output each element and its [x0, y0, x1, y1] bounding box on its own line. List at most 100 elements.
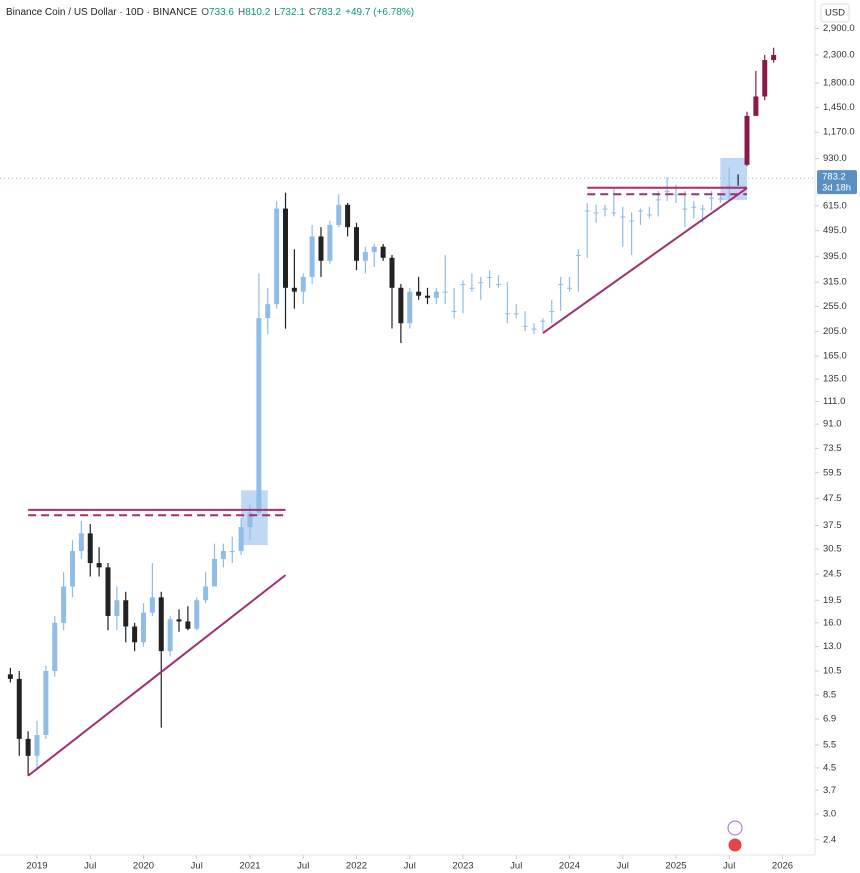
x-tick-label: Jul	[404, 861, 416, 872]
candle-body	[70, 551, 75, 587]
y-tick-label: 24.5	[823, 569, 842, 580]
candle-body	[451, 310, 457, 312]
y-tick-label: 19.5	[823, 595, 842, 606]
x-tick-label: 2019	[26, 861, 47, 872]
candle-body	[176, 619, 182, 622]
candle-body	[87, 533, 93, 564]
candle-body	[771, 54, 777, 61]
y-tick-label: 1,450.0	[823, 102, 855, 113]
plot-area	[0, 47, 815, 777]
candle-body	[300, 276, 306, 292]
candle-body	[575, 254, 581, 256]
candle-body	[744, 115, 750, 165]
x-tick-label: Jul	[191, 861, 203, 872]
candle-body	[283, 208, 288, 288]
y-tick-label: 111.0	[823, 396, 845, 407]
x-tick-label: 2022	[346, 861, 367, 872]
candle-body	[149, 597, 155, 613]
y-tick-label: 91.0	[823, 419, 842, 430]
chart-title: Binance Coin / US Dollar · 10D · BINANCE	[6, 7, 198, 18]
y-tick-label: 165.0	[823, 351, 847, 362]
y-tick-label: 205.0	[823, 326, 847, 337]
x-tick-label: 2021	[239, 861, 260, 872]
x-tick-label: 2020	[133, 861, 154, 872]
ohlc-value: 733.6	[209, 7, 234, 18]
candle-body	[291, 287, 297, 292]
candle-body	[425, 295, 430, 298]
candle-body	[487, 276, 493, 278]
currency-label: USD	[825, 8, 845, 19]
highlight-box	[720, 157, 747, 201]
candle-body	[558, 284, 564, 286]
price-label-box	[817, 170, 857, 195]
candle-body	[194, 600, 200, 629]
candle-body	[416, 291, 422, 296]
ohlc-key: L	[274, 7, 280, 18]
y-tick-label: 13.0	[823, 641, 842, 652]
candle-body	[132, 626, 138, 643]
candle-body	[726, 185, 732, 187]
candle-body	[602, 208, 608, 210]
candle-body	[274, 208, 280, 305]
candle-body	[167, 619, 173, 652]
candle-body	[584, 210, 590, 212]
candle-body	[407, 291, 413, 324]
candle-body	[549, 310, 555, 312]
x-tick-label: Jul	[617, 861, 629, 872]
event-icon[interactable]	[727, 820, 743, 836]
candle-body	[185, 621, 191, 629]
candle-body	[229, 551, 235, 553]
y-tick-label: 37.5	[823, 520, 842, 531]
ohlc-value: 732.1	[280, 7, 305, 18]
candle-body	[540, 320, 546, 322]
y-tick-label: 6.9	[823, 714, 836, 725]
currency-button[interactable]	[820, 3, 850, 23]
candle-body	[345, 204, 351, 228]
candle-body	[682, 208, 688, 210]
candle-body	[655, 199, 661, 201]
candle-body	[43, 671, 49, 735]
flag-icon[interactable]	[727, 837, 743, 853]
y-tick-label: 59.5	[823, 467, 842, 478]
candle-body	[114, 600, 120, 616]
chart-header: Binance Coin / US Dollar · 10D · BINANCE…	[6, 7, 414, 18]
y-tick-label: 2,900.0	[823, 23, 855, 34]
candle-body	[611, 212, 617, 214]
candle-body	[336, 204, 342, 225]
y-tick-label: 1,170.0	[823, 127, 855, 138]
candle-body	[646, 214, 652, 216]
candle-body	[105, 567, 111, 616]
y-tick-label: 8.5	[823, 690, 836, 701]
candle-body	[52, 622, 58, 672]
candle-body	[398, 287, 404, 324]
candle-body	[309, 236, 315, 277]
x-tick-label: Jul	[84, 861, 96, 872]
y-tick-label: 4.5	[823, 762, 836, 773]
candle-body	[638, 210, 643, 212]
candle-body	[442, 291, 448, 293]
trend-line	[27, 574, 287, 777]
candle-body	[7, 674, 13, 679]
trend-line	[542, 187, 748, 334]
candle-body	[247, 512, 253, 528]
y-tick-label: 495.0	[823, 225, 847, 236]
candle-body	[327, 224, 333, 261]
candle-body	[16, 678, 22, 739]
y-tick-label: 315.0	[823, 277, 847, 288]
candle-body	[496, 284, 501, 286]
y-tick-label: 3.7	[823, 785, 836, 796]
candle-body	[629, 220, 635, 222]
candle-body	[318, 236, 324, 261]
candle-body	[691, 206, 697, 208]
y-tick-label: 930.0	[823, 153, 847, 164]
candle-body	[513, 313, 519, 315]
price-countdown: 3d 18h	[822, 183, 851, 194]
candle-body	[34, 734, 40, 756]
x-tick-label: Jul	[723, 861, 735, 872]
x-tick-label: Jul	[510, 861, 522, 872]
candle-body	[265, 304, 271, 319]
candle-body	[123, 600, 129, 627]
candle-body	[620, 216, 626, 218]
